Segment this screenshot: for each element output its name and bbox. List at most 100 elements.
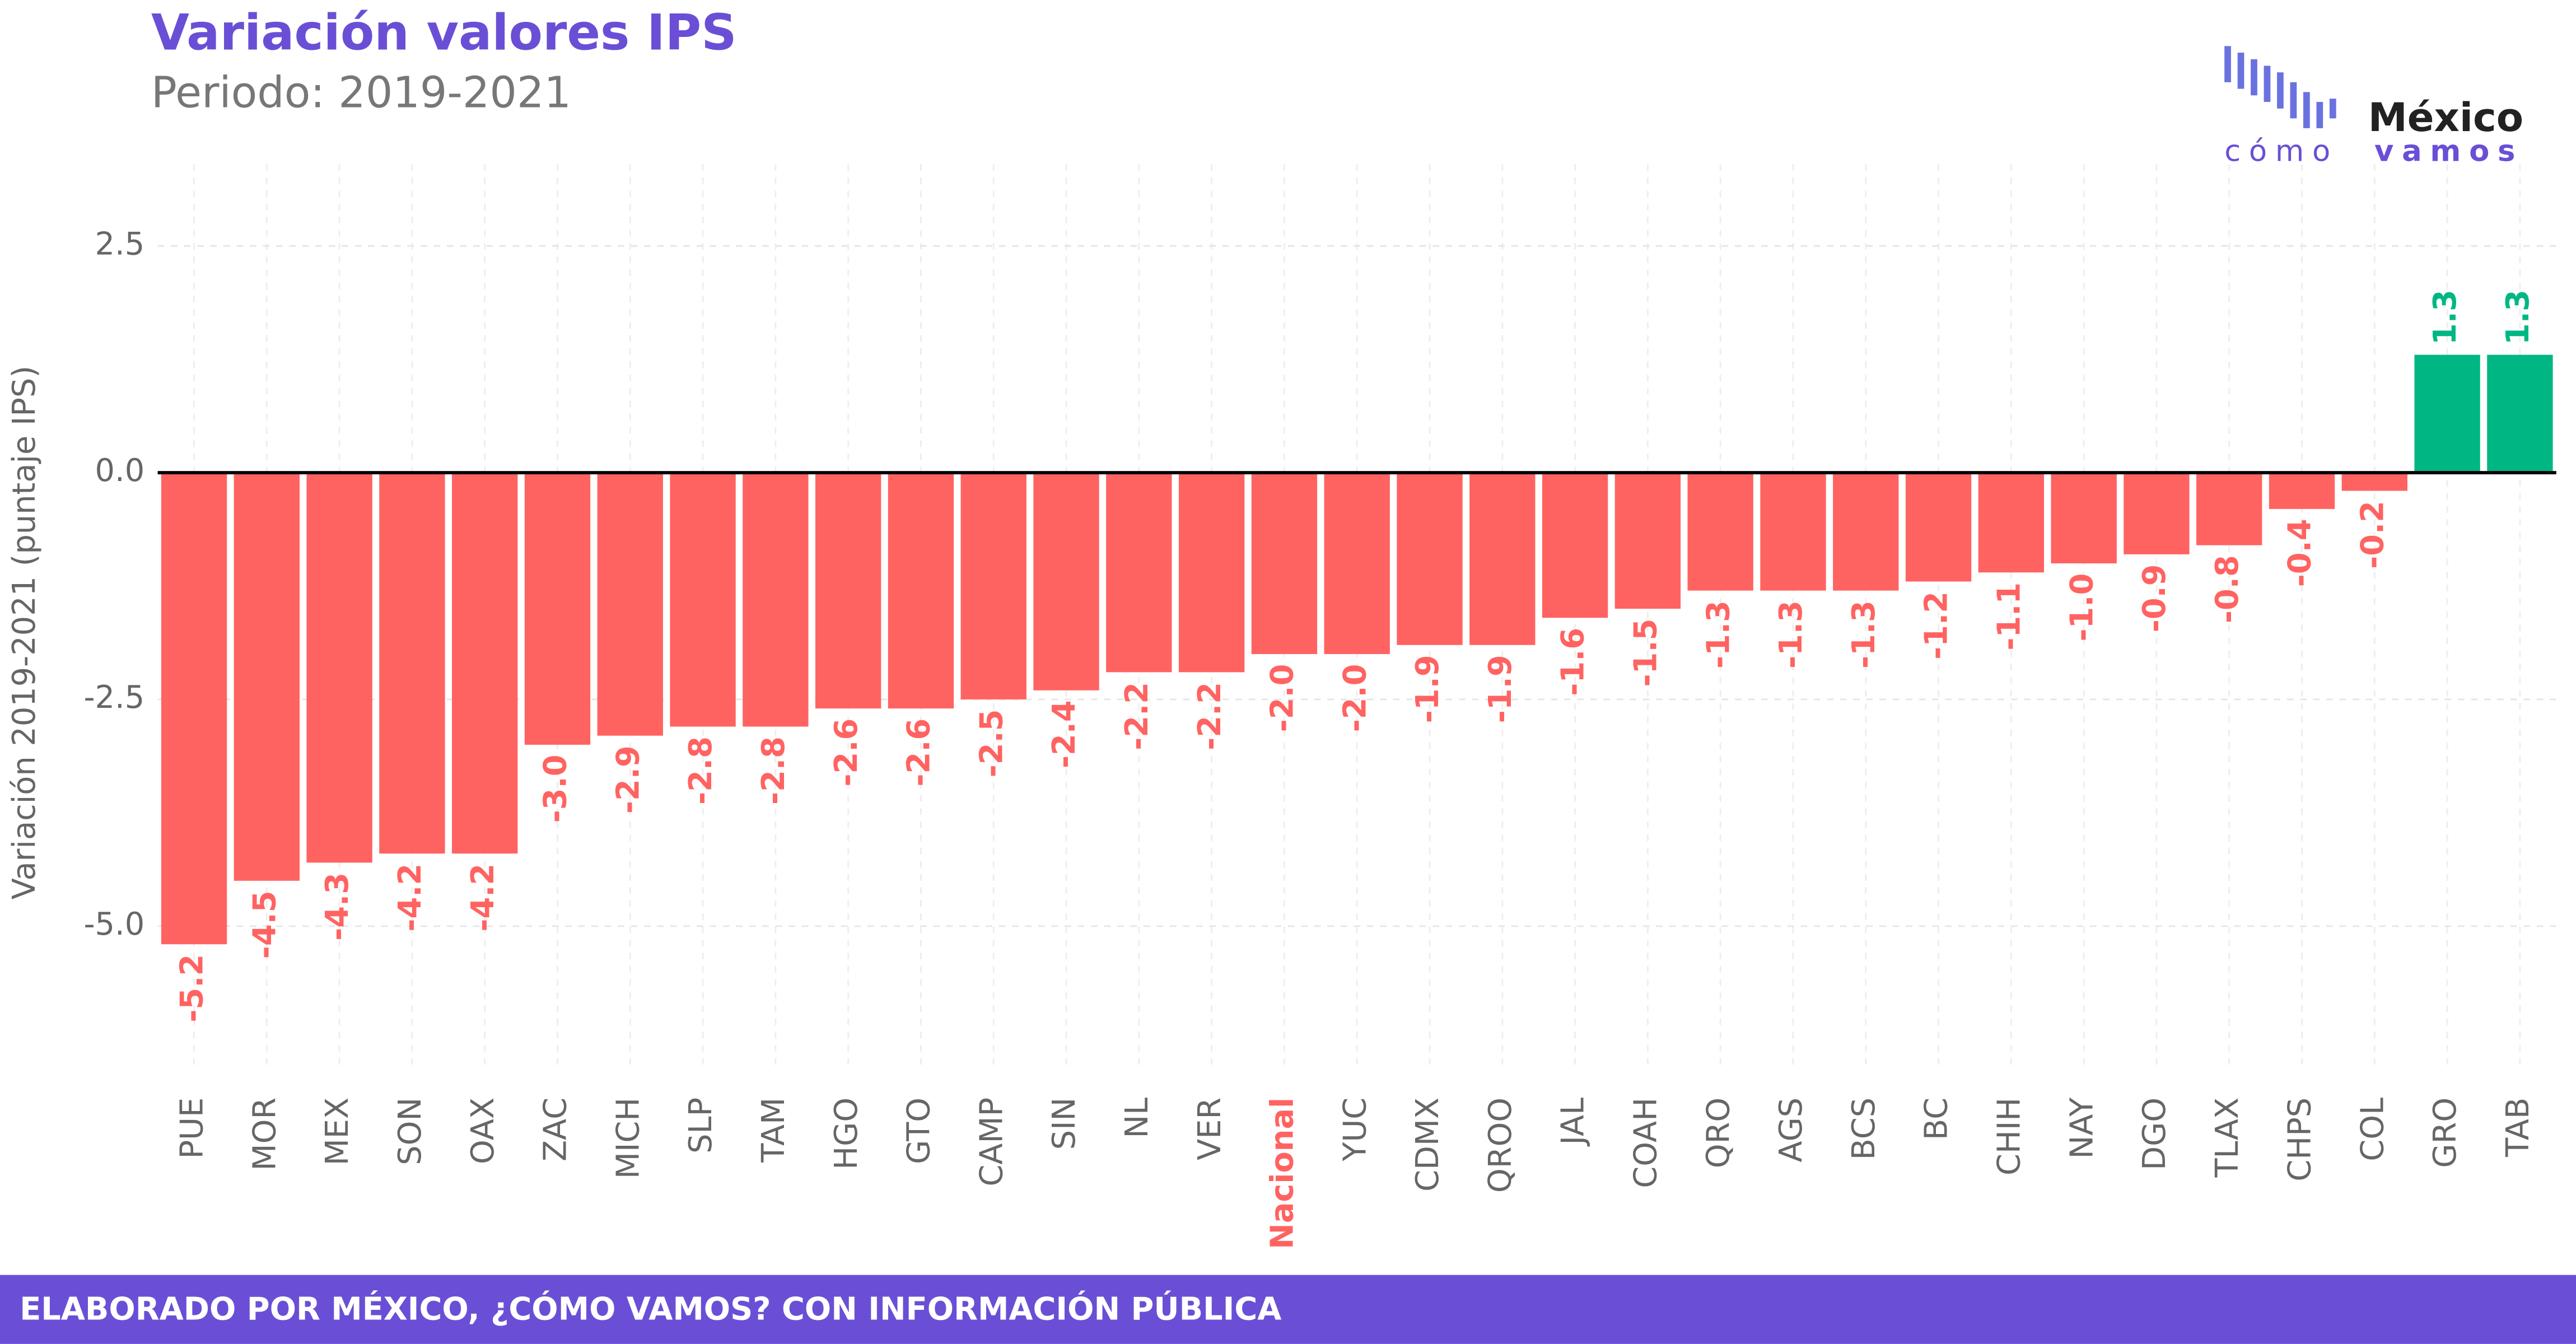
bar xyxy=(2269,473,2335,509)
bar xyxy=(234,473,300,881)
x-tick-label: NAY xyxy=(2064,1097,2100,1159)
bar xyxy=(1760,473,1826,591)
data-label: -0.9 xyxy=(2136,564,2173,632)
x-tick-label: YUC xyxy=(1337,1098,1373,1162)
data-label: -3.0 xyxy=(538,755,574,823)
x-tick-label: CHIH xyxy=(1991,1098,2027,1175)
bar xyxy=(306,473,372,863)
bar xyxy=(1251,473,1318,654)
x-tick-label: MEX xyxy=(319,1098,356,1165)
data-label: -2.2 xyxy=(1192,682,1228,750)
logo-line1: cómo xyxy=(2224,134,2339,169)
bar xyxy=(1106,473,1172,673)
bar xyxy=(815,473,881,709)
logo-line2: vamos xyxy=(2374,134,2523,169)
data-label: -2.4 xyxy=(1046,700,1082,768)
bar xyxy=(1469,473,1536,645)
bar xyxy=(452,473,518,854)
data-label: -2.0 xyxy=(1337,664,1373,732)
footer-band xyxy=(0,1275,2576,1344)
chart-subtitle: Periodo: 2019-2021 xyxy=(151,67,571,117)
data-label: -0.8 xyxy=(2209,555,2246,623)
x-tick-label: HGO xyxy=(828,1098,865,1170)
data-label: -2.2 xyxy=(1119,682,1155,750)
y-tick-label: 2.5 xyxy=(95,226,145,262)
data-label: -1.1 xyxy=(1991,582,2027,651)
bar xyxy=(1033,473,1099,690)
logo-name: México xyxy=(2368,95,2523,141)
x-tick-label: TLAX xyxy=(2209,1098,2246,1178)
bar xyxy=(2051,473,2117,564)
footer: ELABORADO POR MÉXICO, ¿CÓMO VAMOS? CON I… xyxy=(20,1290,1281,1327)
bar xyxy=(524,473,591,745)
data-label: -1.3 xyxy=(1846,600,1882,669)
data-label: -1.0 xyxy=(2064,573,2100,642)
x-tick-label: VER xyxy=(1192,1098,1228,1160)
x-tick-label: Nacional xyxy=(1264,1098,1301,1249)
chart-title: Variación valores IPS xyxy=(151,4,737,62)
bar xyxy=(743,473,809,727)
bar xyxy=(2196,473,2262,545)
data-label: -4.2 xyxy=(465,864,501,932)
data-label: -2.8 xyxy=(755,736,792,805)
data-label: -0.2 xyxy=(2354,501,2391,569)
bar xyxy=(1978,473,2045,573)
x-tick-label: COAH xyxy=(1628,1098,1664,1188)
bar xyxy=(960,473,1026,699)
bar xyxy=(1614,473,1681,609)
data-label: -4.3 xyxy=(319,872,356,941)
data-label: -4.2 xyxy=(392,864,428,932)
x-tick-label: BC xyxy=(1919,1098,1955,1140)
x-tick-label: AGS xyxy=(1773,1098,1809,1163)
data-label: -2.9 xyxy=(610,745,646,814)
logo: México cómo vamos xyxy=(2224,46,2523,169)
x-tick-label: CAMP xyxy=(973,1098,1010,1187)
data-label: -1.5 xyxy=(1628,619,1664,687)
x-tick-label: PUE xyxy=(174,1098,211,1159)
data-label: 1.3 xyxy=(2500,290,2536,345)
x-tick-label: GTO xyxy=(901,1098,937,1164)
bar xyxy=(1905,473,1972,582)
x-tick-label: QRO xyxy=(1700,1098,1737,1168)
bar xyxy=(670,473,736,727)
x-tick-label: SLP xyxy=(683,1098,719,1154)
data-label: -1.9 xyxy=(1410,655,1446,723)
data-label: -1.3 xyxy=(1773,600,1809,669)
x-tick-label: TAB xyxy=(2500,1098,2536,1158)
x-tick-label: QROO xyxy=(1482,1098,1519,1193)
bar xyxy=(888,473,954,709)
x-tick-label: COL xyxy=(2354,1098,2391,1161)
data-label: -5.2 xyxy=(174,954,211,1023)
x-tick-label: BCS xyxy=(1846,1098,1882,1160)
bar xyxy=(1397,473,1463,645)
data-label: -1.6 xyxy=(1555,628,1592,696)
x-tick-label: GRO xyxy=(2427,1098,2463,1168)
bar xyxy=(1833,473,1899,591)
data-label: -0.4 xyxy=(2282,519,2318,587)
x-tick-label: CHPS xyxy=(2282,1098,2318,1182)
bar xyxy=(1178,473,1245,673)
data-label: -1.2 xyxy=(1919,591,1955,660)
bar xyxy=(1542,473,1608,618)
bar xyxy=(379,473,445,854)
data-label: -2.6 xyxy=(901,718,937,787)
x-tick-label: NL xyxy=(1119,1098,1155,1138)
x-tick-label: MOR xyxy=(246,1098,283,1171)
data-label: -2.8 xyxy=(683,736,719,805)
x-tick-label: SIN xyxy=(1046,1098,1082,1150)
data-label: -2.5 xyxy=(973,710,1010,778)
data-label: -1.3 xyxy=(1700,600,1737,669)
data-label: -4.5 xyxy=(246,890,283,959)
bar xyxy=(597,473,663,736)
x-tick-label: OAX xyxy=(465,1098,501,1164)
bar xyxy=(161,473,227,945)
y-tick-label: -2.5 xyxy=(83,679,144,716)
x-tick-label: JAL xyxy=(1555,1098,1592,1147)
bar xyxy=(2487,354,2553,473)
x-tick-label: ZAC xyxy=(538,1098,574,1161)
y-axis-label: Variación 2019-2021 (puntaje IPS) xyxy=(6,366,43,899)
x-tick-label: MICH xyxy=(610,1098,646,1179)
bar xyxy=(1324,473,1390,654)
